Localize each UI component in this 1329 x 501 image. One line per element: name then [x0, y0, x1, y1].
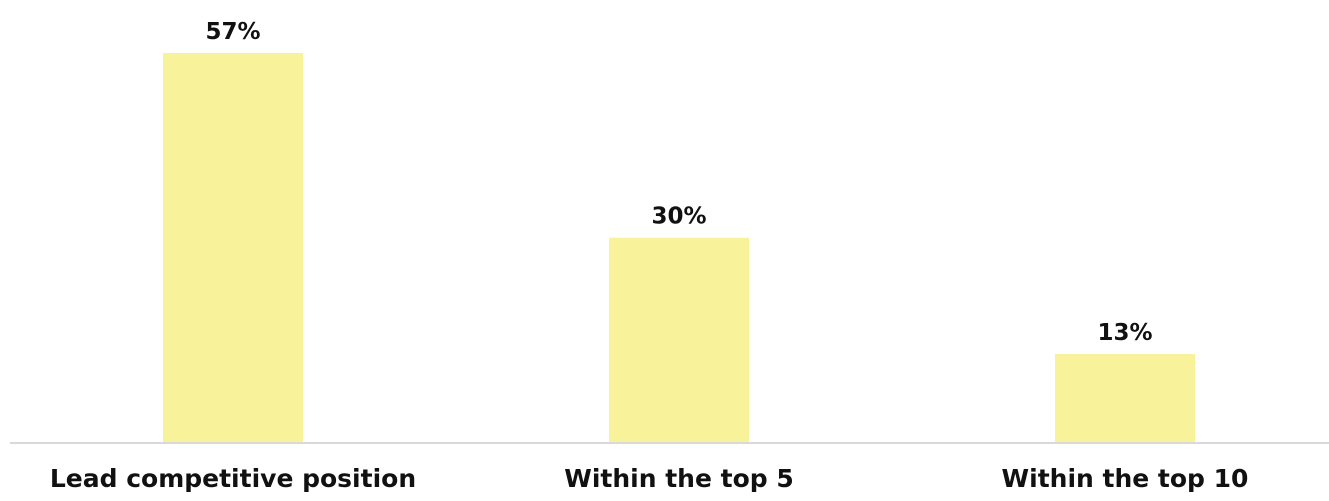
category-labels-layer: Lead competitive position Within the top …: [50, 464, 1249, 493]
data-labels-layer: 57% 30% 13%: [205, 19, 1152, 346]
data-label-3: 13%: [1097, 320, 1152, 346]
category-label-1: Lead competitive position: [50, 464, 416, 493]
data-label-1: 57%: [205, 19, 260, 45]
bar-1: [163, 53, 303, 443]
category-label-2: Within the top 5: [564, 464, 794, 493]
category-label-3: Within the top 10: [1002, 464, 1249, 493]
data-label-2: 30%: [651, 204, 706, 230]
bar-2: [609, 237, 749, 443]
bar-3: [1055, 354, 1195, 443]
bars-layer: [163, 53, 1195, 443]
